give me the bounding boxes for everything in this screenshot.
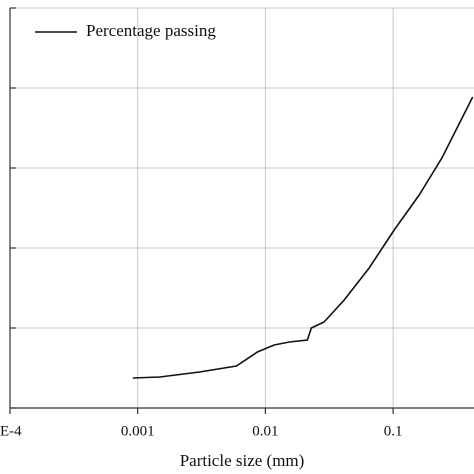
x-tick-label: 0.1 (384, 423, 403, 439)
x-tick-label: E-4 (0, 423, 22, 439)
x-tick-label: 0.001 (121, 423, 155, 439)
x-axis-label: Particle size (mm) (180, 451, 305, 470)
legend-label: Percentage passing (86, 21, 216, 40)
x-tick-label: 0.01 (252, 423, 278, 439)
data-line (132, 96, 474, 379)
